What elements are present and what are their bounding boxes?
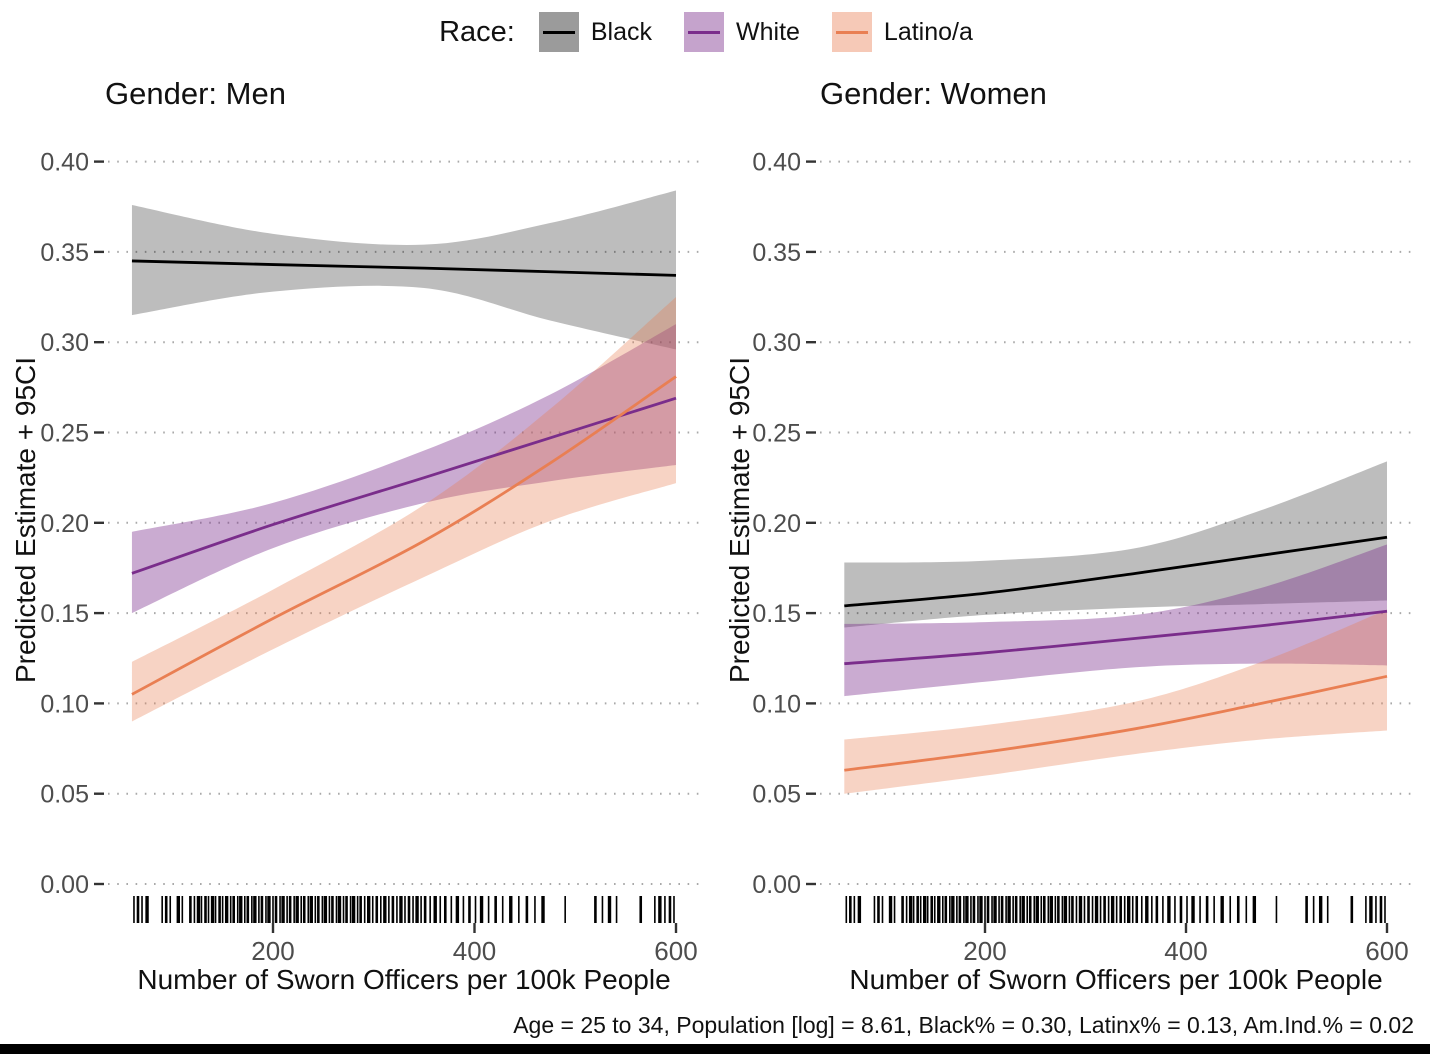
ci-band-white [844,544,1387,697]
y-tick-label: 0.15 [40,600,89,628]
legend-key-latino-line [835,30,868,34]
legend-entry-white: White [684,12,800,52]
y-tick-label: 0.30 [752,329,801,357]
y-tick-label: 0.25 [40,420,89,448]
y-tick-label: 0.10 [40,690,89,718]
ci-band-latinoa [131,297,676,722]
y-tick-label: 0.35 [40,239,89,267]
legend-key-black-line [542,30,575,34]
x-axis-title-right: Number of Sworn Officers per 100k People [849,964,1383,995]
legend-entry-latino: Latino/a [831,12,973,52]
y-tick-label: 0.15 [752,600,801,628]
y-tick-label: 0.05 [40,781,89,809]
trend-line-white [131,396,677,575]
ci-band-black [844,461,1387,628]
y-tick-label: 0.35 [752,239,801,267]
x-tick-label: 200 [251,936,294,966]
legend: Race: Black White Latino/a [0,8,1430,56]
legend-key-latino-swatch [831,12,872,52]
trend-line-white [844,609,1388,666]
y-tick-label: 0.00 [752,871,801,899]
y-tick-label: 0.30 [40,329,89,357]
y-tick-label: 0.10 [752,690,801,718]
facet-title-men: Gender: Men [105,76,286,111]
ci-band-latinoa [844,609,1387,794]
x-tick-label: 400 [453,936,496,966]
trend-line-black [131,259,677,277]
ci-band-white [131,324,676,614]
x-axis-title-left: Number of Sworn Officers per 100k People [137,964,671,995]
legend-entry-black: Black [538,12,653,52]
x-tick-label: 200 [963,936,1006,966]
chart-caption: Age = 25 to 34, Population [log] = 8.61,… [513,1012,1414,1038]
ci-band-black [131,190,676,350]
legend-key-black-swatch [538,12,579,52]
x-tick-label: 600 [1365,936,1408,966]
trend-line-latinoa [131,375,677,696]
facet-title-women: Gender: Women [820,76,1047,111]
legend-key-white-swatch [684,12,725,52]
legend-label-white: White [736,17,800,46]
x-tick-label: 600 [654,936,697,966]
y-tick-label: 0.20 [40,510,89,538]
legend-key-white-line [688,30,721,34]
legend-label-latino: Latino/a [883,17,973,46]
y-tick-label: 0.40 [40,149,89,177]
legend-label-black: Black [590,17,653,46]
y-tick-label: 0.05 [752,781,801,809]
y-tick-label: 0.20 [752,510,801,538]
x-tick-label: 400 [1164,936,1207,966]
y-tick-label: 0.00 [40,871,89,899]
trend-line-black [844,535,1388,608]
trend-line-latinoa [844,674,1388,772]
y-tick-label: 0.25 [752,420,801,448]
bottom-bar [0,1044,1430,1054]
legend-title: Race: [439,15,515,48]
y-tick-label: 0.40 [752,149,801,177]
